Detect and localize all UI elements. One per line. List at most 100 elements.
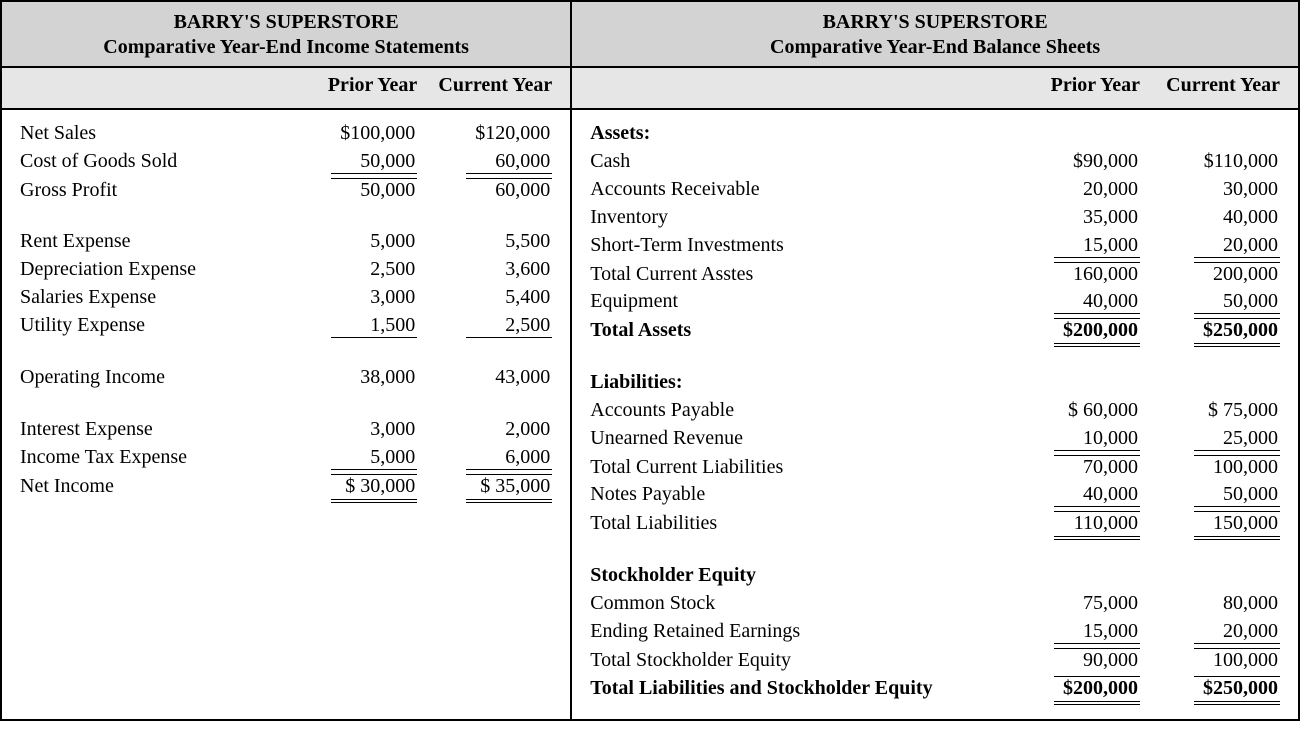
prior-value: $100,000 [282, 122, 417, 145]
row-label: Inventory [590, 206, 1000, 229]
row-label: Total Current Asstes [590, 263, 1000, 286]
prior-value-text: 15,000 [1054, 620, 1140, 644]
row-label: Stockholder Equity [590, 564, 1000, 587]
prior-value: 15,000 [1000, 620, 1140, 644]
prior-value [1000, 371, 1140, 394]
current-value-text: 2,500 [466, 314, 552, 338]
prior-value-text: 90,000 [1054, 648, 1140, 672]
current-value: 40,000 [1140, 206, 1280, 229]
prior-value: 3,000 [282, 286, 417, 309]
current-value-text: 100,000 [1194, 455, 1280, 479]
current-value: $120,000 [417, 122, 552, 145]
prior-value-text: 1,500 [331, 314, 417, 338]
current-value-text: 20,000 [1194, 620, 1280, 644]
current-value: $ 35,000 [417, 474, 552, 503]
table-row: Assets: [572, 122, 1298, 150]
table-row: Stockholder Equity [572, 564, 1298, 592]
financial-statements-container: BARRY'S SUPERSTORE Comparative Year-End … [0, 0, 1300, 721]
row-label: Total Current Liabilities [590, 456, 1000, 479]
row-label: Rent Expense [20, 230, 282, 253]
current-value-text: 60,000 [466, 178, 552, 202]
current-value-text: 6,000 [466, 446, 552, 470]
prior-value: 160,000 [1000, 262, 1140, 286]
table-row: Accounts Receivable20,00030,000 [572, 178, 1298, 206]
prior-value-text: $200,000 [1054, 676, 1140, 705]
row-label: Total Liabilities and Stockholder Equity [590, 677, 1000, 700]
prior-value-text: 35,000 [1054, 206, 1140, 229]
prior-value-text: 40,000 [1054, 483, 1140, 507]
current-value: 6,000 [417, 446, 552, 470]
current-value-text: $250,000 [1194, 676, 1280, 705]
prior-value: $ 60,000 [1000, 399, 1140, 422]
prior-value: 110,000 [1000, 511, 1140, 540]
prior-value: 15,000 [1000, 234, 1140, 258]
current-value: 5,500 [417, 230, 552, 253]
prior-value-text: 3,000 [331, 418, 417, 441]
prior-value: 75,000 [1000, 592, 1140, 615]
prior-value: 2,500 [282, 258, 417, 281]
spacer [2, 342, 570, 366]
table-row: Income Tax Expense5,0006,000 [2, 446, 570, 474]
table-row: Short-Term Investments15,00020,000 [572, 234, 1298, 262]
table-row: Net Sales$100,000$120,000 [2, 122, 570, 150]
current-value-text: $ 75,000 [1194, 399, 1280, 422]
prior-value-text: $100,000 [331, 122, 417, 145]
current-value: 30,000 [1140, 178, 1280, 201]
current-value: 20,000 [1140, 234, 1280, 258]
prior-value [1000, 564, 1140, 587]
row-label: Accounts Payable [590, 399, 1000, 422]
spacer [2, 394, 570, 418]
current-value-text: 20,000 [1194, 234, 1280, 258]
prior-value-text: 5,000 [331, 230, 417, 253]
prior-value: $200,000 [1000, 318, 1140, 347]
prior-value-text: $ 30,000 [331, 474, 417, 503]
prior-value-text: 70,000 [1054, 455, 1140, 479]
current-value-text: 3,600 [466, 258, 552, 281]
row-label: Cash [590, 150, 1000, 173]
company-name: BARRY'S SUPERSTORE [576, 10, 1294, 35]
table-row: Cost of Goods Sold50,00060,000 [2, 150, 570, 178]
prior-value: $ 30,000 [282, 474, 417, 503]
prior-value-text: $ 60,000 [1054, 399, 1140, 422]
prior-value: 90,000 [1000, 648, 1140, 672]
prior-value-text: 38,000 [331, 366, 417, 389]
table-row: Notes Payable40,00050,000 [572, 483, 1298, 511]
income-body: Net Sales$100,000$120,000Cost of Goods S… [2, 110, 570, 719]
row-label: Cost of Goods Sold [20, 150, 282, 173]
table-row: Equipment40,00050,000 [572, 290, 1298, 318]
table-row: Gross Profit50,00060,000 [2, 178, 570, 206]
row-label: Salaries Expense [20, 286, 282, 309]
prior-year-header: Prior Year [282, 74, 417, 97]
current-value: $110,000 [1140, 150, 1280, 173]
prior-value-text: 50,000 [331, 150, 417, 174]
current-value-text: 2,000 [466, 418, 552, 441]
prior-value-text: 2,500 [331, 258, 417, 281]
current-value: 60,000 [417, 178, 552, 202]
current-value: 5,400 [417, 286, 552, 309]
income-title-bar: BARRY'S SUPERSTORE Comparative Year-End … [2, 2, 570, 68]
current-value-text: 40,000 [1194, 206, 1280, 229]
current-value-text: 25,000 [1194, 427, 1280, 451]
current-value: 2,000 [417, 418, 552, 441]
row-label: Total Liabilities [590, 512, 1000, 535]
prior-value-text: 160,000 [1054, 262, 1140, 286]
current-value-text: 100,000 [1194, 648, 1280, 672]
prior-value: 35,000 [1000, 206, 1140, 229]
prior-value: $90,000 [1000, 150, 1140, 173]
current-value: 150,000 [1140, 511, 1280, 540]
prior-value: 50,000 [282, 178, 417, 202]
prior-value: 38,000 [282, 366, 417, 389]
spacer [2, 206, 570, 230]
table-row: Unearned Revenue 10,000 25,000 [572, 427, 1298, 455]
current-value: 100,000 [1140, 648, 1280, 672]
row-label: Notes Payable [590, 483, 1000, 506]
row-label: Net Income [20, 475, 282, 498]
row-label: Income Tax Expense [20, 446, 282, 469]
prior-value-text: 10,000 [1054, 427, 1140, 451]
current-value: 100,000 [1140, 455, 1280, 479]
current-value: 20,000 [1140, 620, 1280, 644]
row-label: Unearned Revenue [590, 427, 1000, 450]
current-value-text: $ 35,000 [466, 474, 552, 503]
income-column-header: Prior Year Current Year [2, 68, 570, 110]
current-value-text: 150,000 [1194, 511, 1280, 540]
